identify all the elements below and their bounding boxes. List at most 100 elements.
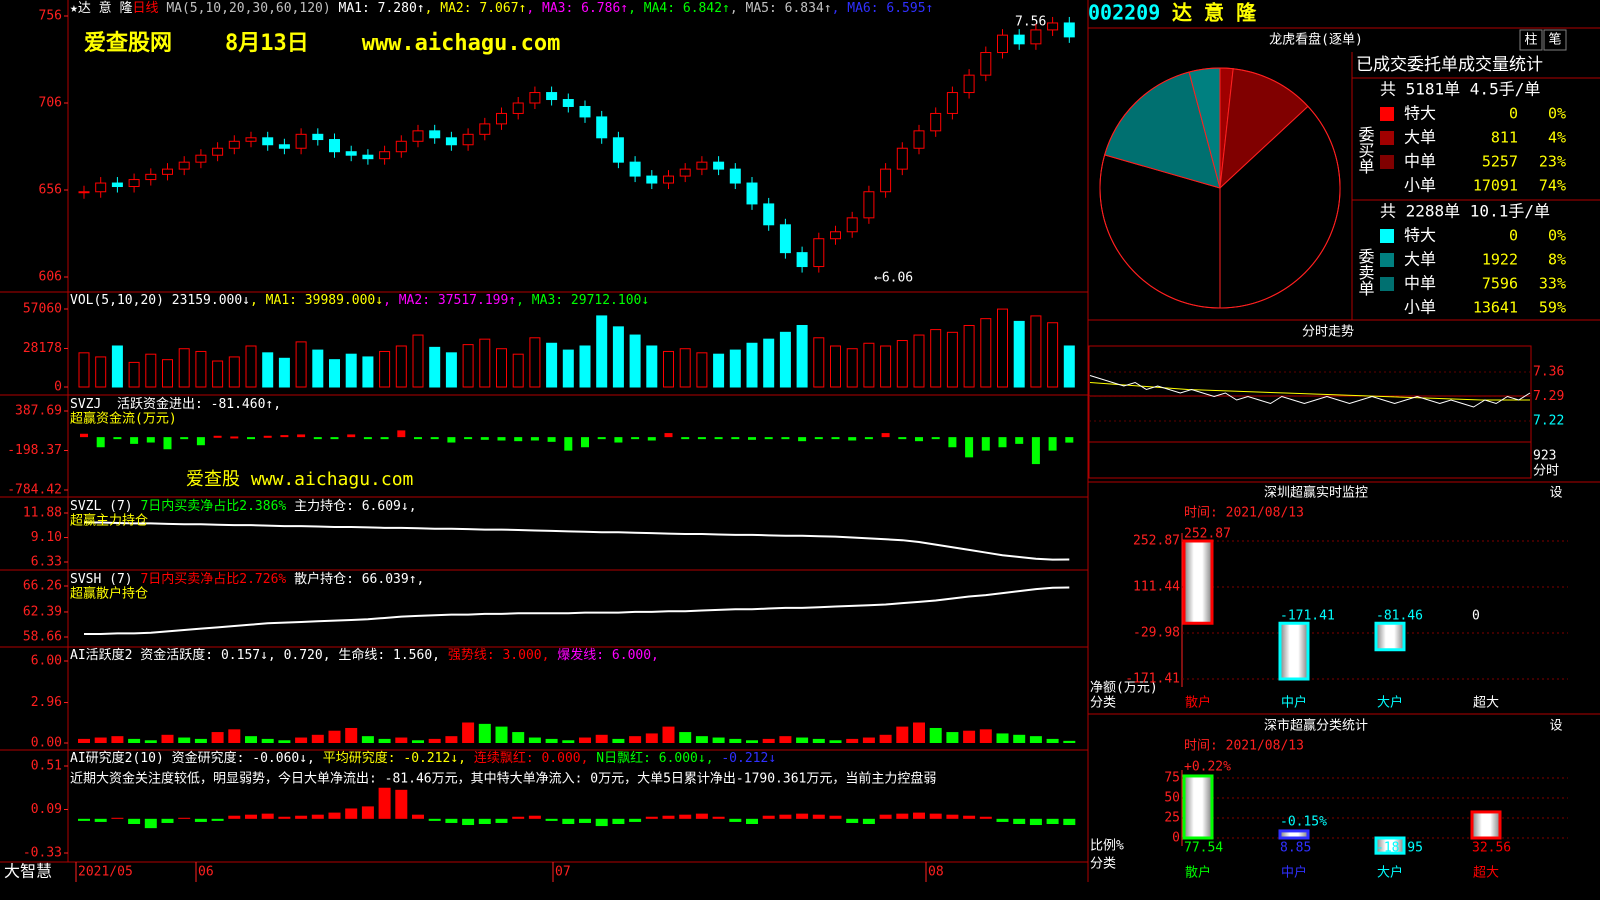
flow-bar xyxy=(397,430,406,438)
activity-bar xyxy=(144,740,157,743)
activity-bar xyxy=(445,736,458,743)
activity-bar xyxy=(512,732,525,743)
activity-bar xyxy=(929,727,942,743)
y-tick-label: 0.00 xyxy=(31,736,62,751)
flow-bar xyxy=(395,789,408,819)
flow-bar xyxy=(247,437,255,440)
value-label: 252.87 xyxy=(1184,527,1231,542)
flow-bar xyxy=(1029,818,1042,826)
flow-bar xyxy=(412,814,424,819)
header-segment: , MA2: 37517.199↑ xyxy=(383,293,516,308)
flow-bar xyxy=(597,437,606,440)
activity-bar xyxy=(1013,734,1026,743)
row-name: 中单 xyxy=(1404,152,1436,171)
volume-bar xyxy=(95,356,107,388)
flow-bar xyxy=(748,437,756,440)
y-tick-label: 25 xyxy=(1164,811,1180,826)
volume-bar xyxy=(278,357,290,388)
flow-bar xyxy=(295,815,308,819)
candle xyxy=(830,231,841,240)
activity-bar xyxy=(361,736,374,743)
flow-bar xyxy=(445,818,458,823)
candle xyxy=(412,130,424,142)
flow-bar xyxy=(430,437,439,440)
button-frame[interactable] xyxy=(1543,29,1567,51)
flow-bar xyxy=(697,437,706,440)
header-segment: , MA3: 6.786↑ xyxy=(526,1,628,16)
stock-code: 002209 xyxy=(1088,1,1160,25)
panel-button[interactable]: 设 xyxy=(1549,719,1562,734)
row-value: 0 xyxy=(1509,227,1518,245)
flow-bar xyxy=(180,437,189,440)
flow-bar xyxy=(679,814,692,819)
volume-bar xyxy=(496,348,507,388)
candle xyxy=(946,92,958,114)
bar xyxy=(1374,836,1406,855)
date-label: 07 xyxy=(555,865,571,880)
volume-bar xyxy=(779,331,791,388)
volume-bar xyxy=(262,352,274,388)
candle xyxy=(696,161,708,170)
flow-bar xyxy=(462,818,475,826)
button-frame[interactable] xyxy=(1519,29,1543,51)
annotation: -0.15% xyxy=(1280,814,1327,829)
row-value: 811 xyxy=(1491,129,1518,147)
volume-bar xyxy=(128,361,140,388)
legend-swatch xyxy=(1380,229,1394,243)
legend-swatch xyxy=(1380,107,1394,121)
y-tick-label: 0 xyxy=(1172,831,1180,846)
volume-bar xyxy=(345,353,357,388)
candle xyxy=(913,130,925,149)
bar xyxy=(1374,621,1406,652)
activity-bar xyxy=(111,736,124,743)
flow-bar xyxy=(80,433,88,438)
value-label: 8.85 xyxy=(1280,841,1311,856)
candle xyxy=(162,168,173,175)
volume-bar xyxy=(1030,315,1042,388)
flow-bar xyxy=(528,815,541,819)
volume-bar xyxy=(846,348,858,388)
flow-bar xyxy=(963,815,976,819)
candle xyxy=(395,140,407,153)
candle xyxy=(596,116,608,139)
volume-bar xyxy=(746,342,758,388)
header-segment: , MA1: 39989.000↓ xyxy=(250,293,383,308)
time-label: 时间: 2021/08/13 xyxy=(1184,506,1304,521)
panel-header: AI活跃度2 资金活跃度: 0.157↓, 0.720, 生命线: 1.560,… xyxy=(70,647,659,663)
candle xyxy=(212,147,224,156)
category-label: 中户 xyxy=(1281,865,1307,881)
flow-bar xyxy=(111,817,124,819)
header-segment: 主力持仓: 6.609↓, xyxy=(294,499,416,514)
panel-header: SVZJ 活跃资金进出: -81.460↑, xyxy=(70,396,281,412)
activity-bar xyxy=(796,737,809,743)
row-pct: 0% xyxy=(1548,105,1566,123)
flow-bar xyxy=(898,437,907,440)
flow-bar xyxy=(929,813,942,819)
flow-bar xyxy=(681,437,690,440)
volume-bar xyxy=(1013,320,1025,388)
header-segment: MA1: 7.280↑ xyxy=(339,1,425,16)
volume-bar xyxy=(512,353,524,388)
row-name: 大单 xyxy=(1404,250,1436,269)
volume-bar xyxy=(763,338,775,388)
y-tick-label: 57060 xyxy=(23,302,62,317)
flow-bar xyxy=(280,435,289,438)
candle xyxy=(679,168,691,177)
panel-button[interactable]: 柱 xyxy=(1524,33,1537,48)
volume-bar xyxy=(228,356,240,388)
panel-button[interactable]: 设 xyxy=(1549,486,1562,501)
flow-bar xyxy=(113,437,122,440)
candle xyxy=(646,175,658,184)
volume-bar xyxy=(713,353,725,388)
activity-bar xyxy=(963,730,976,743)
activity-bar xyxy=(478,723,491,743)
volume-bar xyxy=(880,345,892,388)
watermark: 爱查股网 8月13日 www.aichagu.com xyxy=(84,31,560,56)
header-segment: , MA4: 6.842↑ xyxy=(628,1,730,16)
activity-bar xyxy=(1029,736,1042,743)
flow-bar xyxy=(130,437,139,444)
flow-bar xyxy=(414,437,422,440)
volume-bar xyxy=(412,334,424,388)
panel-button[interactable]: 笔 xyxy=(1548,32,1561,48)
volume-bar xyxy=(429,346,441,388)
